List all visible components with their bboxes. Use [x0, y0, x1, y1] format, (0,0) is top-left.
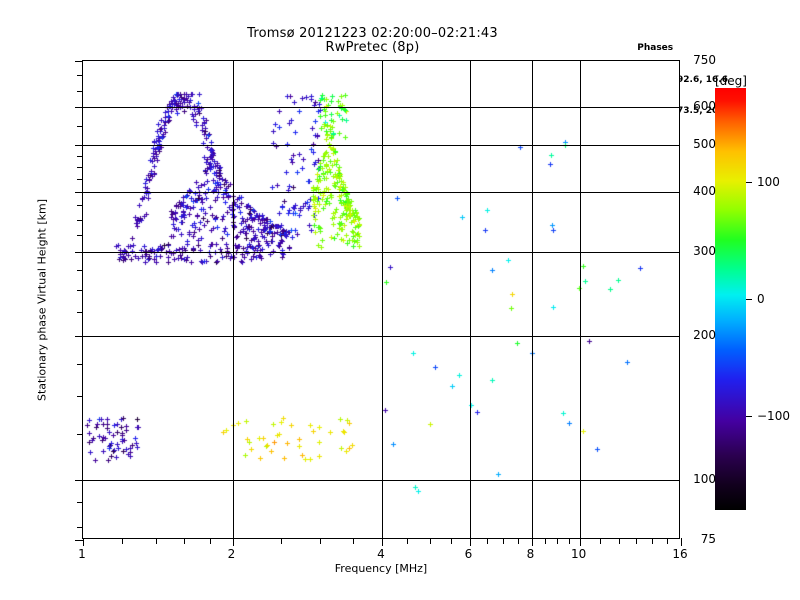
x-axis-tick	[469, 538, 471, 546]
x-axis-minor-tick	[450, 538, 452, 544]
x-axis-minor-tick	[280, 538, 282, 544]
x-axis-label: 4	[377, 547, 385, 561]
y-axis-minor-tick	[77, 75, 83, 77]
gridline-vertical	[382, 61, 383, 538]
y-axis-tick	[75, 480, 83, 482]
gridline-vertical	[531, 61, 533, 538]
x-axis-minor-tick	[568, 538, 570, 544]
x-axis-minor-tick	[155, 538, 157, 544]
y-axis-label: 500	[693, 137, 716, 152]
y-axis-minor-tick	[77, 502, 83, 504]
y-axis-minor-tick	[77, 205, 83, 207]
y-axis-label: 75	[700, 532, 716, 546]
x-axis-tick	[531, 538, 533, 546]
x-axis-tick	[579, 538, 581, 546]
y-axis-label: 300	[693, 243, 716, 258]
x-axis-label: 10	[570, 547, 587, 561]
y-axis-label: 750	[693, 53, 716, 67]
x-axis-minor-tick	[517, 538, 519, 544]
title-line-1: Tromsø 20121223 02:20:00–02:21:43	[247, 26, 498, 41]
x-axis-minor-tick	[667, 538, 669, 544]
title-line-2: RwPretec (8p)	[325, 40, 420, 55]
phase-stats-header: Phases	[637, 43, 674, 53]
y-axis-label: 600	[693, 99, 716, 114]
x-axis-minor-tick	[502, 538, 504, 544]
gridline-vertical	[232, 61, 234, 538]
gridline-horizontal	[83, 145, 679, 147]
colorbar-tick-label: 0	[757, 292, 765, 306]
y-axis-minor-tick	[77, 219, 83, 221]
x-axis-minor-tick	[320, 538, 321, 544]
x-axis-minor-tick	[544, 538, 546, 544]
y-axis-tick	[75, 61, 83, 62]
gridline-horizontal	[83, 480, 679, 482]
y-axis-minor-tick	[77, 156, 83, 157]
x-axis-tick	[232, 538, 234, 546]
y-axis-title-text: Stationary phase Virtual Height [km]	[35, 198, 49, 402]
y-axis-minor-tick	[77, 311, 83, 313]
y-axis-minor-tick	[77, 269, 83, 271]
y-axis-minor-tick	[77, 167, 83, 169]
x-axis-label: 6	[464, 547, 473, 561]
x-axis-minor-tick	[122, 538, 124, 544]
x-axis-minor-tick	[353, 538, 355, 544]
x-axis-minor-tick	[209, 538, 211, 544]
y-axis-tick	[75, 251, 83, 253]
colorbar-tick	[746, 416, 752, 418]
x-axis-tick	[83, 538, 84, 546]
colorbar-unit-label: [deg]	[715, 74, 747, 88]
x-axis-minor-tick	[430, 538, 432, 544]
colorbar-tick	[746, 181, 752, 183]
gridline-vertical	[579, 61, 581, 538]
y-axis-label: 400	[693, 183, 716, 198]
gridline-horizontal	[83, 251, 679, 253]
y-axis-label: 200	[693, 328, 716, 342]
colorbar: 100 0 −100	[715, 88, 790, 510]
colorbar-tick	[746, 299, 752, 300]
y-axis-tick	[75, 540, 83, 541]
x-axis-minor-tick	[619, 538, 620, 544]
colorbar-gradient	[715, 88, 746, 510]
x-axis-minor-tick	[407, 538, 409, 544]
colorbar-tick-label: −100	[757, 409, 790, 424]
x-axis-tick	[382, 538, 383, 546]
y-axis-tick	[75, 191, 83, 193]
y-axis-minor-tick	[77, 90, 83, 92]
y-axis-label: 100	[693, 472, 716, 487]
y-axis-minor-tick	[77, 395, 83, 397]
y-axis-minor-tick	[77, 526, 83, 528]
x-axis-minor-tick	[600, 538, 602, 544]
x-axis-label: 16	[672, 547, 688, 561]
x-axis-tick	[681, 538, 682, 546]
x-axis-minor-tick	[652, 538, 654, 544]
gridline-horizontal	[83, 336, 679, 337]
x-axis-minor-tick	[486, 538, 488, 544]
colorbar-tick-label: 100	[757, 174, 780, 189]
gridline-horizontal	[83, 191, 679, 193]
y-axis-minor-tick	[77, 235, 83, 236]
y-axis-minor-tick	[77, 289, 83, 291]
gridline-horizontal	[83, 107, 679, 109]
y-axis-minor-tick	[77, 125, 83, 127]
x-axis-minor-tick	[556, 538, 558, 544]
plot-area	[75, 60, 682, 546]
y-axis-minor-tick	[77, 363, 83, 365]
x-axis-title: Frequency [MHz]	[334, 562, 428, 575]
x-axis-minor-tick	[636, 538, 638, 544]
gridline-vertical	[469, 61, 471, 538]
y-axis-tick	[75, 107, 83, 109]
y-axis-tick	[75, 336, 83, 337]
y-axis-title: Stationary phase Virtual Height [km]	[33, 0, 51, 600]
x-axis-label: 2	[227, 547, 236, 561]
chart-title: Tromsø 20121223 02:20:00–02:21:43 RwPret…	[0, 27, 745, 55]
y-axis-minor-tick	[77, 433, 83, 435]
x-axis-label: 1	[78, 547, 86, 561]
x-axis-label: 8	[526, 547, 535, 561]
x-axis-minor-tick	[184, 538, 186, 544]
y-axis-tick	[75, 145, 83, 147]
y-axis-minor-tick	[77, 179, 83, 181]
